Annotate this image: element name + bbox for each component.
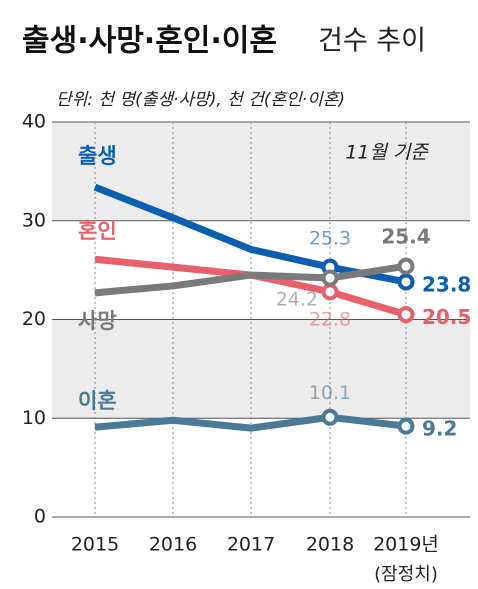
value-label: 25.3 — [309, 228, 351, 250]
chart-title-suffix: 건수 추이 — [318, 26, 426, 57]
point — [321, 269, 339, 287]
band — [52, 319, 470, 419]
band — [52, 122, 470, 221]
annotation: 11월 기준 — [345, 142, 429, 164]
value-label: 22.8 — [309, 308, 351, 330]
chart-title: 출생·사망·혼인·이혼 — [22, 24, 277, 59]
x-tick-label: 2016 — [149, 534, 197, 556]
y-tick-label: 30 — [22, 209, 46, 231]
subtitle: 단위: 천 명(출생·사망), 천 건(혼인·이혼) — [56, 90, 345, 110]
series-label: 이혼 — [78, 389, 117, 413]
value-label: 20.5 — [422, 305, 471, 329]
point — [397, 306, 415, 324]
x-tick-label: 2018 — [306, 534, 354, 556]
x-tick-label: 2017 — [227, 534, 275, 556]
y-tick-label: 10 — [22, 407, 46, 429]
point — [397, 417, 415, 435]
value-label: 10.1 — [309, 382, 351, 404]
point — [321, 408, 339, 426]
value-label: 24.2 — [276, 289, 318, 311]
point — [397, 257, 415, 275]
series-label: 출생 — [78, 144, 117, 168]
series-label: 혼인 — [78, 219, 117, 243]
y-tick-label: 0 — [34, 506, 46, 528]
point — [397, 273, 415, 291]
x-tick-label: 2019년 — [373, 534, 439, 556]
point — [321, 283, 339, 301]
y-tick-label: 20 — [22, 308, 46, 330]
value-label: 23.8 — [422, 272, 471, 296]
value-label: 25.4 — [381, 225, 430, 249]
x-note: (잠정치) — [374, 564, 438, 585]
value-label: 9.2 — [422, 417, 457, 441]
x-tick-label: 2015 — [71, 534, 119, 556]
series-label: 사망 — [78, 309, 117, 333]
line — [94, 413, 407, 432]
y-tick-label: 40 — [22, 111, 46, 133]
line — [94, 262, 407, 297]
